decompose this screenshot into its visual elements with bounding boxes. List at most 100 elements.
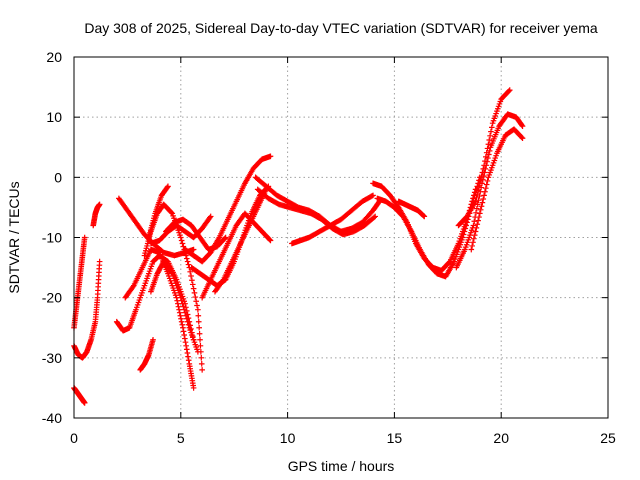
data-point [197, 343, 204, 349]
data-point [178, 234, 184, 241]
data-point [207, 214, 213, 221]
data-point [485, 155, 491, 161]
data-point [473, 225, 480, 231]
data-point [477, 207, 484, 213]
data-point [475, 197, 482, 203]
data-point [179, 300, 186, 307]
data-point [267, 237, 274, 244]
data-point [193, 298, 199, 305]
data-point [183, 343, 189, 349]
series-arc-a [71, 258, 103, 361]
data-point [472, 198, 479, 205]
data-point [519, 135, 526, 142]
data-point [487, 133, 493, 139]
data-point [179, 240, 186, 247]
data-point [482, 188, 488, 195]
data-point [483, 162, 490, 169]
data-point [369, 193, 375, 199]
data-point [461, 228, 468, 235]
y-tick-label: -10 [42, 230, 62, 246]
data-point [420, 213, 427, 219]
data-point [472, 228, 479, 235]
data-point [185, 321, 192, 328]
series-arc-n [182, 153, 274, 265]
series-arc-t [289, 192, 376, 247]
data-point [484, 178, 491, 184]
data-point [196, 330, 203, 337]
series-arc-f [137, 336, 156, 373]
data-point [372, 213, 378, 220]
data-point [207, 213, 214, 220]
data-point [480, 173, 487, 179]
data-point [475, 217, 481, 224]
data-point [183, 252, 189, 259]
data-point [150, 336, 156, 343]
data-point [477, 210, 483, 217]
data-point [481, 169, 488, 176]
data-point [222, 235, 228, 242]
data-point [370, 192, 376, 199]
data-point [474, 205, 480, 212]
x-tick-label: 25 [600, 430, 616, 446]
data-point [183, 312, 189, 319]
data-point [459, 234, 466, 241]
data-point [195, 318, 202, 325]
series-arc-c [71, 234, 88, 331]
data-point [96, 201, 103, 208]
data-point [180, 303, 187, 310]
data-point [477, 188, 484, 195]
y-tick-label: -20 [42, 290, 62, 306]
data-point [178, 318, 185, 325]
data-layer [71, 87, 526, 406]
data-point [460, 231, 467, 238]
series-arc-p [212, 186, 270, 295]
data-point [474, 201, 481, 208]
data-point [480, 176, 486, 183]
data-point [478, 203, 485, 210]
data-point [471, 218, 478, 225]
x-tick-label: 20 [493, 430, 509, 446]
y-axis-label: SDTVAR / TECUs [6, 181, 22, 293]
data-point [165, 183, 171, 190]
data-point [179, 321, 186, 328]
data-point [176, 309, 183, 316]
data-point [164, 184, 171, 191]
data-point [485, 141, 492, 148]
data-point [194, 302, 200, 309]
series-arc-v [374, 174, 483, 280]
series-arc-m [163, 216, 229, 253]
data-point [178, 315, 184, 322]
data-point [180, 243, 187, 250]
data-point [488, 128, 494, 135]
data-point [196, 324, 202, 331]
data-point [198, 361, 205, 367]
series-arc-x [455, 87, 513, 229]
data-point [182, 339, 189, 345]
data-point [184, 258, 191, 265]
data-point [181, 306, 188, 313]
data-point [168, 209, 175, 216]
data-point [183, 255, 190, 262]
data-point [195, 349, 201, 355]
data-point [486, 137, 493, 143]
data-point [421, 213, 428, 220]
data-point [483, 185, 489, 191]
data-point [476, 193, 483, 199]
data-point [175, 300, 181, 307]
series-arc-y [453, 111, 526, 271]
series-arc-j [148, 258, 201, 355]
data-point [199, 367, 205, 373]
series-arc-z [468, 126, 526, 253]
data-point [190, 285, 197, 292]
data-point [471, 235, 477, 242]
data-point [478, 184, 484, 191]
data-point [180, 328, 187, 335]
series-arc-q [199, 210, 274, 301]
data-point [178, 294, 184, 301]
data-point [81, 400, 88, 406]
data-point [195, 312, 202, 319]
y-tick-label: 20 [46, 49, 62, 65]
x-tick-label: 15 [387, 430, 403, 446]
data-point [479, 180, 485, 187]
series-arc-e [113, 252, 197, 343]
